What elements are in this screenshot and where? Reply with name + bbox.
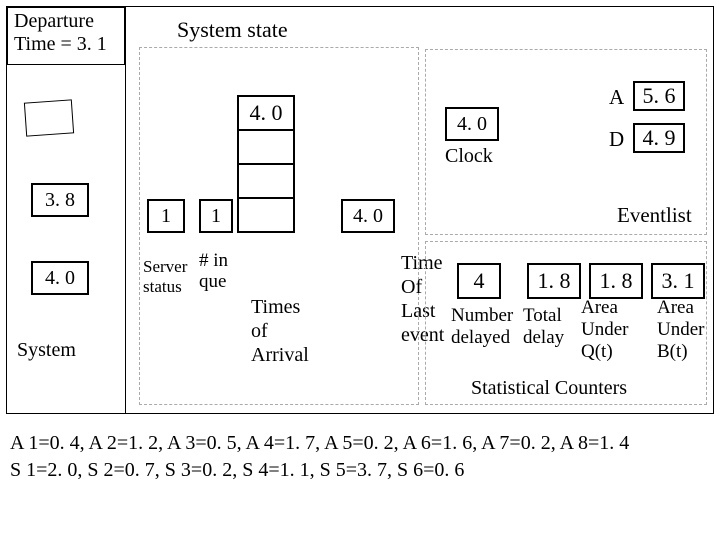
server-label: Server status (143, 257, 187, 296)
counter-1: 4 (457, 263, 501, 299)
ev-d-label: D (609, 127, 624, 152)
inqueue-value: 1 (199, 199, 233, 233)
arrival-value: 4. 0 (341, 199, 395, 233)
ev-d-value: 4. 9 (633, 123, 685, 153)
footer-line2: S 1=2. 0, S 2=0. 7, S 3=0. 2, S 4=1. 1, … (10, 457, 710, 484)
empty-decor-box (24, 99, 74, 136)
counter-4-label: Area Under B(t) (657, 297, 704, 363)
left-val1: 3. 8 (31, 183, 89, 217)
diagram-frame: Departure Time = 3. 1 3. 8 4. 0 System S… (6, 6, 714, 414)
stack-cell-1 (237, 129, 295, 165)
counters-title: Statistical Counters (471, 377, 627, 400)
system-label: System (17, 339, 76, 362)
stack-cell-2 (237, 163, 295, 199)
left-val2: 4. 0 (31, 261, 89, 295)
system-state-title: System state (177, 17, 288, 43)
stack-cell-3 (237, 197, 295, 233)
queue-stack: 4. 0 (237, 97, 295, 233)
counter-4: 3. 1 (651, 263, 705, 299)
counter-2-label: Total delay (523, 305, 564, 349)
clock-value: 4. 0 (445, 107, 499, 141)
counter-3-label: Area Under Q(t) (581, 297, 628, 363)
departure-l1: Departure (14, 10, 118, 33)
counter-2: 1. 8 (527, 263, 581, 299)
server-value: 1 (147, 199, 185, 233)
footer-text: A 1=0. 4, A 2=1. 2, A 3=0. 5, A 4=1. 7, … (10, 430, 710, 484)
counter-1-label: Number delayed (451, 305, 513, 349)
vertical-divider (125, 7, 126, 413)
stack-cell-0: 4. 0 (237, 95, 295, 131)
ev-a-value: 5. 6 (633, 81, 685, 111)
departure-box: Departure Time = 3. 1 (7, 7, 125, 65)
counter-3: 1. 8 (589, 263, 643, 299)
footer-line1: A 1=0. 4, A 2=1. 2, A 3=0. 5, A 4=1. 7, … (10, 430, 710, 457)
departure-l2: Time = 3. 1 (14, 33, 118, 56)
inqueue-label: # in que (199, 251, 228, 293)
ev-a-label: A (609, 85, 624, 110)
arrival-label: Times of Arrival (251, 295, 309, 367)
eventlist-title: Eventlist (617, 203, 692, 228)
clock-label: Clock (445, 145, 493, 168)
